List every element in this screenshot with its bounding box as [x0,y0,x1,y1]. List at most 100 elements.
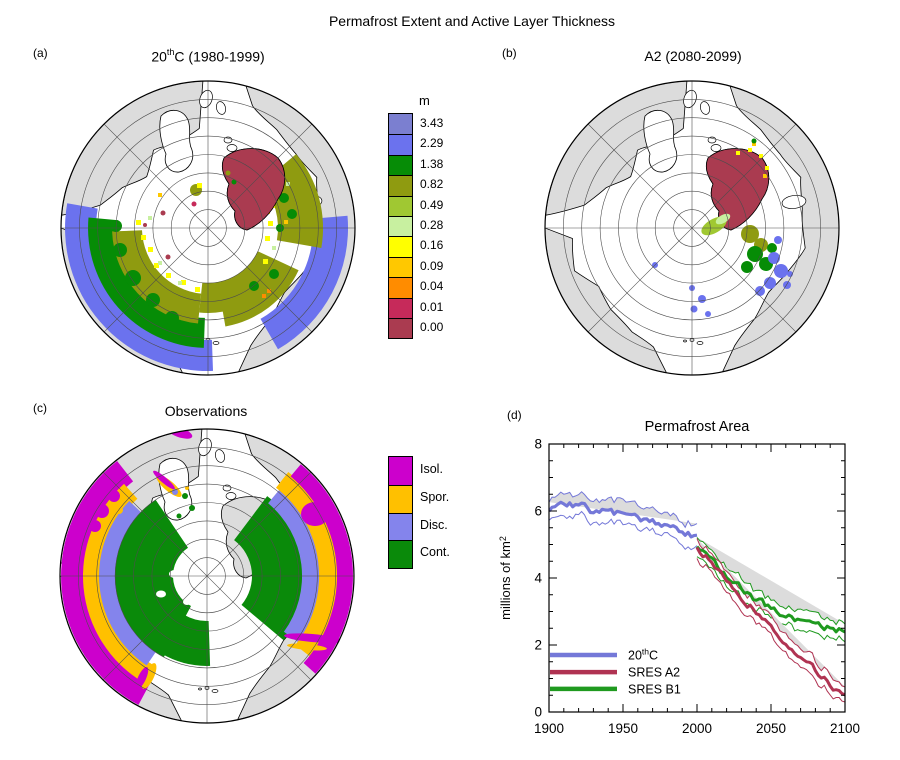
map-content [60,429,354,723]
y-tick-label: 4 [534,571,542,586]
permafrost-region [741,261,753,273]
permafrost-region [67,243,77,253]
island [225,492,237,500]
permafrost-region [287,209,297,219]
permafrost-region [112,230,202,324]
island [214,449,226,463]
permafrost-region [765,166,769,170]
colorbar-value: 0.00 [420,320,444,334]
permafrost-region [698,295,706,303]
permafrost-region [113,243,127,257]
permafrost-region [279,193,289,203]
legend-label: 20thC [628,647,658,663]
permafrost-region [99,501,158,666]
island [211,689,219,693]
obs-legend-swatch [389,512,412,541]
island [215,101,227,115]
permafrost-region [191,201,197,207]
island [710,144,722,152]
permafrost-region [95,504,109,518]
graticule-line [102,471,312,681]
band-edge [549,510,698,551]
graticule-line [103,123,313,333]
legend-label: SRES B1 [628,682,681,696]
permafrost-region [263,259,268,264]
map-panel-a [60,80,356,376]
permafrost-region [290,464,353,674]
series-line [549,500,698,539]
permafrost-region [741,225,759,243]
colorbar-value: 0.16 [420,238,444,253]
island [198,437,212,457]
panel-a-title: 20thC (1980-1999) [151,47,265,65]
permafrost-region [141,663,157,689]
permafrost-region [165,311,179,325]
permafrost-region [301,502,329,526]
island [199,89,213,109]
colorbar-swatch [389,236,412,257]
permafrost-region [153,470,175,490]
permafrost-region [195,287,200,292]
permafrost-region [269,269,279,279]
island [226,144,238,152]
island [683,89,697,109]
colorbar-value: 2.29 [420,136,444,151]
permafrost-region [158,261,162,265]
island [696,341,704,345]
colorbar-value: 0.09 [420,258,444,273]
permafrost-region [148,247,153,252]
permafrost-region [162,615,211,666]
permafrost-region [82,483,154,683]
obs-legend-label: Isol. [420,462,443,476]
colorbar-swatch [389,277,412,298]
permafrost-region [705,311,711,317]
map-border [59,428,355,724]
panel-a-label: (a) [33,46,48,60]
alt-colorbar [388,113,413,340]
permafrost-region [260,215,349,350]
permafrost-region [160,210,166,216]
graticule-line [587,123,797,333]
colorbar-swatch [389,256,412,278]
colorbar-swatch [389,195,412,216]
permafrost-region [764,277,776,289]
permafrost-region [176,513,182,519]
island [159,110,194,173]
permafrost-region [783,281,791,289]
x-tick-label: 1900 [534,721,564,736]
permafrost-region [286,182,290,186]
permafrost-region [284,220,288,224]
obs-legend-label: Cont. [420,545,450,560]
obs-legend [388,456,413,570]
band-edge [696,556,845,643]
obs-legend-swatch [389,484,412,513]
permafrost-region [748,148,752,152]
band-edge [549,491,698,529]
colorbar-swatch [389,154,412,176]
figure-title: Permafrost Extent and Active Layer Thick… [328,13,616,29]
y-tick-label: 0 [534,705,542,720]
permafrost-region [774,264,788,278]
chart-series-area [549,491,845,703]
map-content [61,81,355,375]
island [699,101,711,115]
colorbar-value: 0.82 [420,177,444,192]
permafrost-region [262,294,266,298]
colorbar-swatch [389,114,412,135]
obs-legend-label: Disc. [420,517,448,532]
permafrost-region [752,142,756,146]
axis-ticks [548,443,846,713]
panel-d-label: (d) [507,408,522,422]
colorbar-value: 0.49 [420,197,444,212]
island [683,339,687,343]
permafrost-region [136,220,141,225]
map-border [60,80,356,376]
permafrost-region [234,496,308,641]
y-axis-label: millions of km2 [498,536,513,620]
permafrost-region [165,254,171,260]
permafrost-region [755,286,765,296]
permafrost-region [265,236,270,241]
x-tick-label: 1950 [608,721,638,736]
colorbar-swatch [389,215,412,237]
